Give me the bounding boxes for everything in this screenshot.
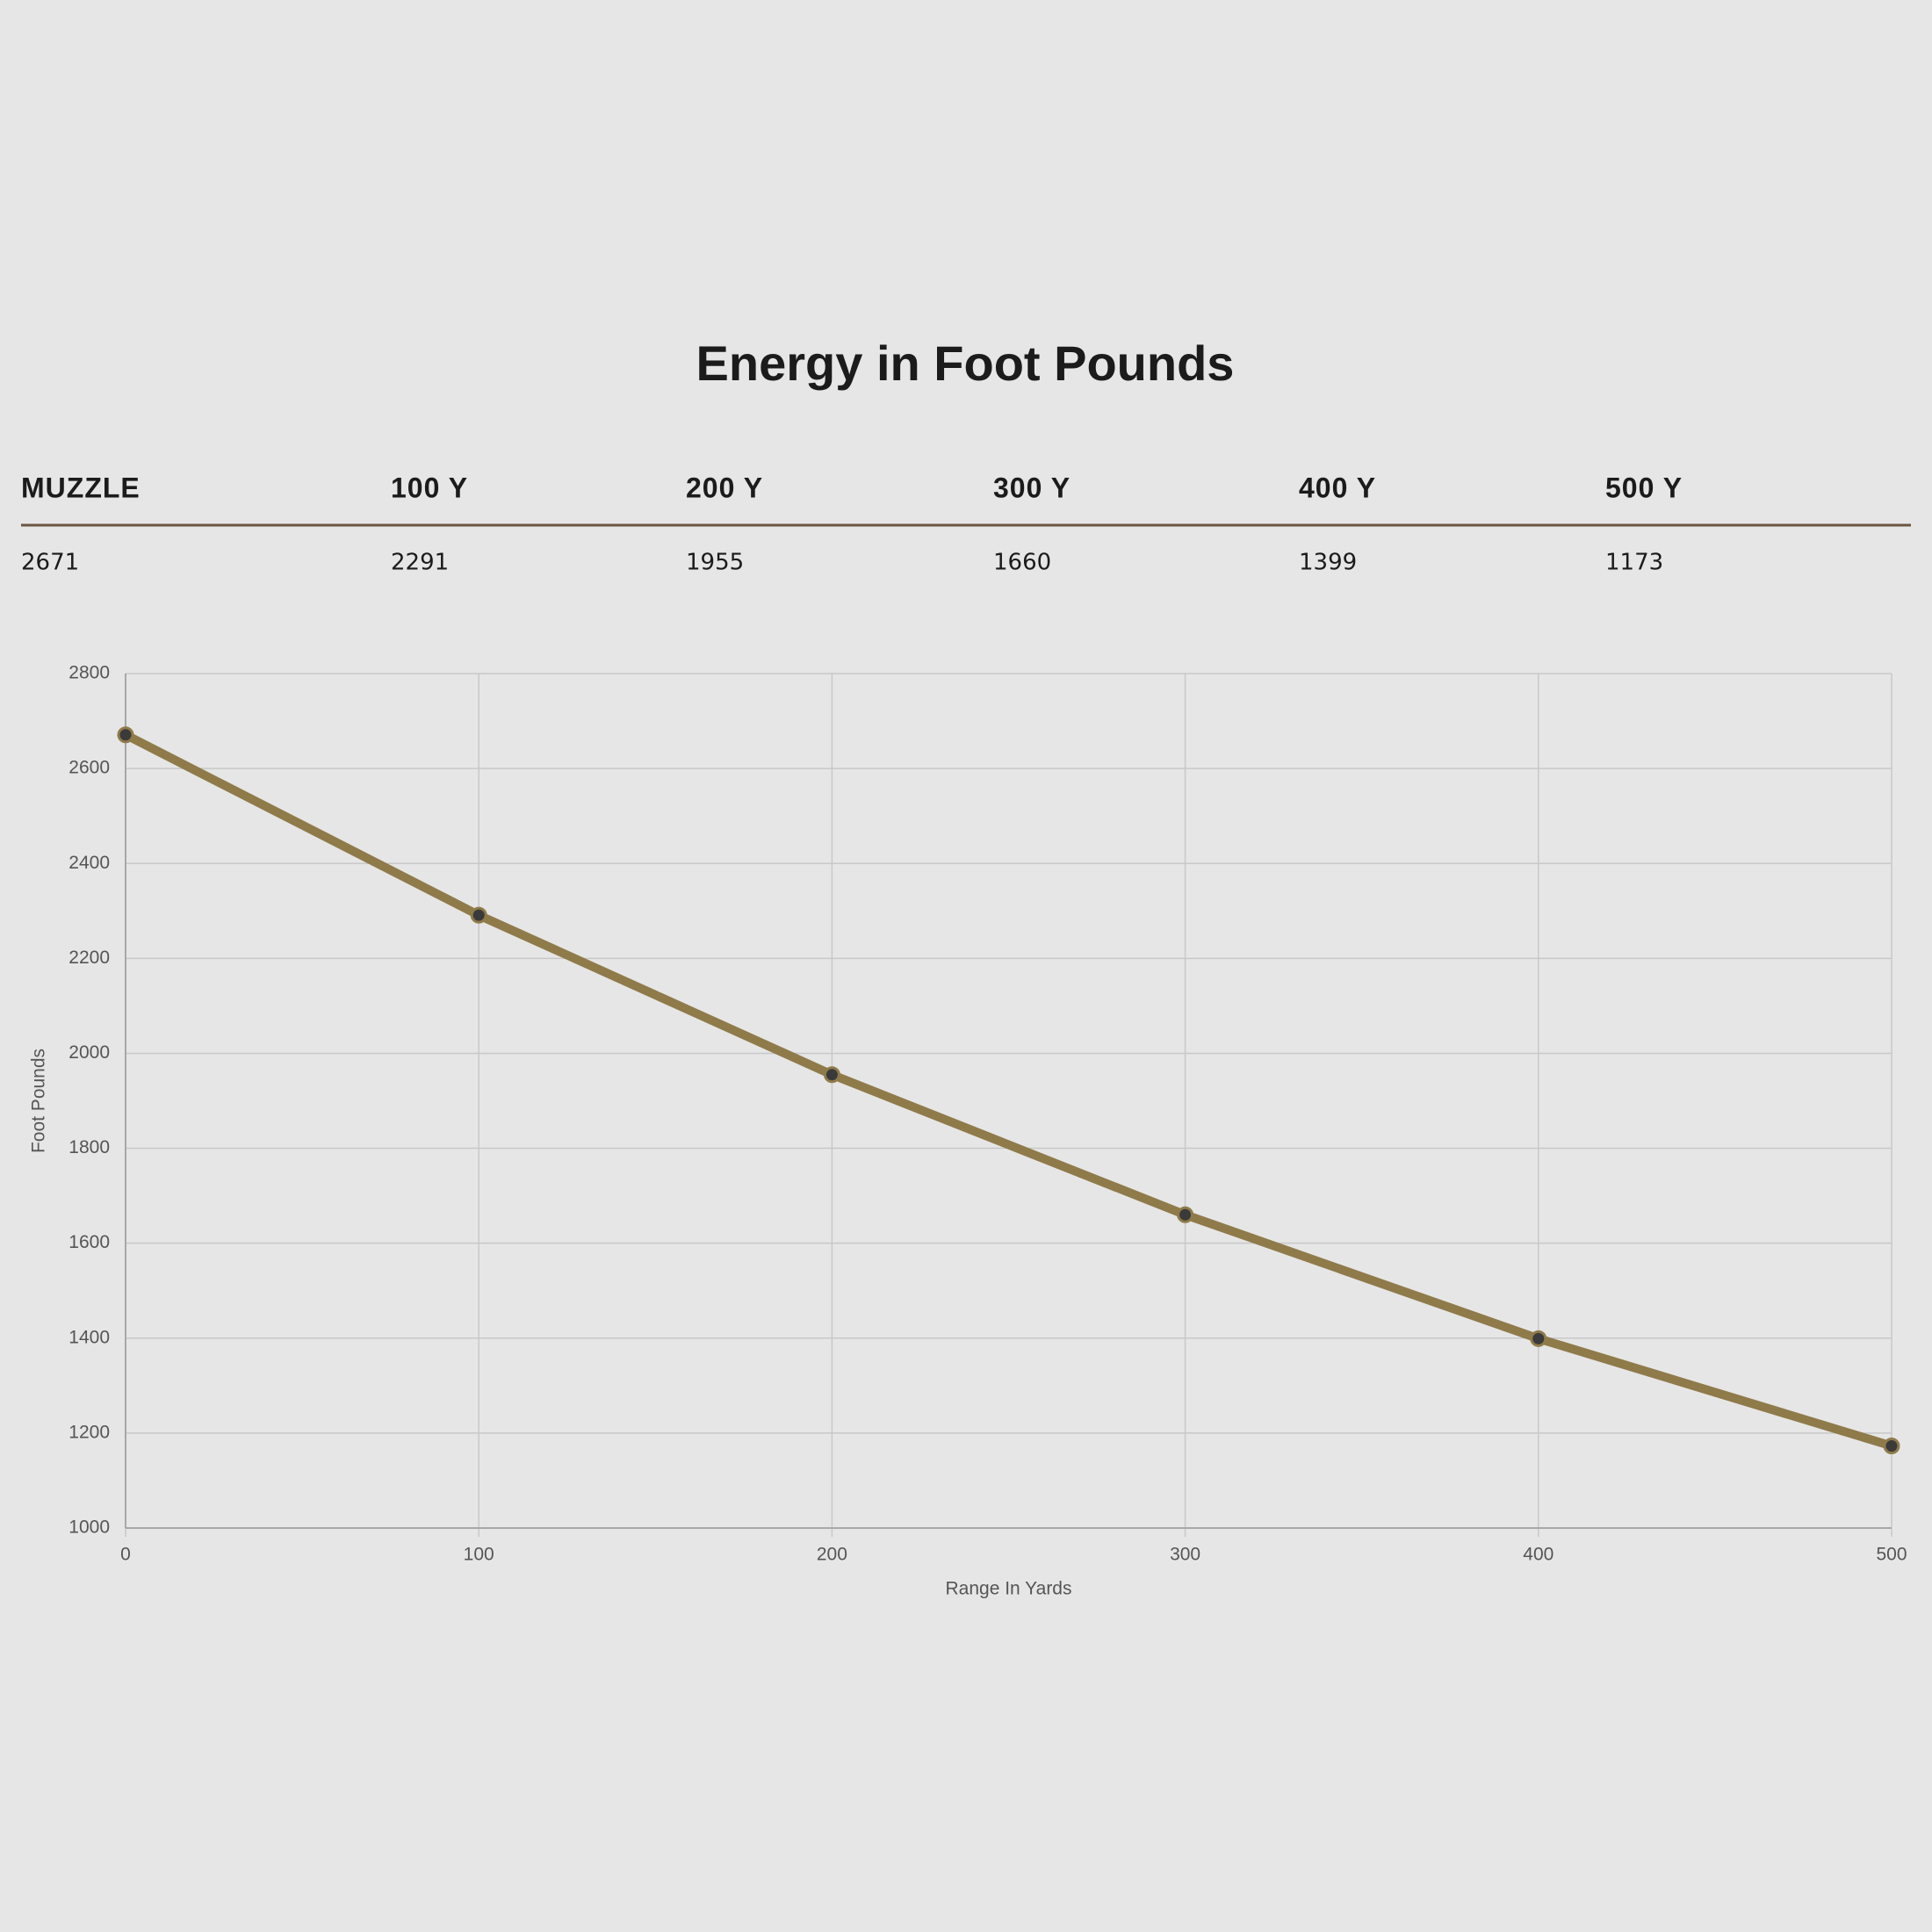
table: MUZZLE 2671 100 Y 2291 200 Y 1955 300 Y 1660 400… (21, 472, 1683, 576)
table-cell: 2671 (21, 550, 79, 576)
y-tick-label: 2000 (68, 1042, 110, 1063)
x-tick-label: 0 (120, 1545, 131, 1565)
table-cell: 1660 (993, 550, 1051, 576)
data-point (823, 1066, 840, 1084)
x-tick-label: 400 (1523, 1545, 1554, 1565)
x-axis-label: Range In Yards (946, 1579, 1072, 1599)
chart: 1000120014001600180020002200240026002800… (29, 663, 1907, 1599)
page-title: Energy in Foot Pounds (696, 335, 1235, 391)
y-tick-label: 2200 (68, 948, 110, 968)
y-tick-label: 1000 (68, 1517, 110, 1538)
x-tick-label: 100 (464, 1545, 494, 1565)
data-point (1883, 1437, 1900, 1454)
table-header: MUZZLE (21, 472, 141, 503)
table-header: 400 Y (1299, 472, 1376, 503)
data-line (121, 730, 1896, 1451)
x-tick-label: 200 (817, 1545, 847, 1565)
y-axis-label: Foot Pounds (29, 1049, 49, 1153)
x-tick-label: 500 (1876, 1545, 1907, 1565)
table-cell: 2291 (391, 550, 449, 576)
y-tick-label: 1600 (68, 1232, 110, 1252)
y-tick-label: 1400 (68, 1327, 110, 1347)
y-tick-label: 2400 (68, 853, 110, 873)
y-tick-label: 2800 (68, 663, 110, 683)
table-cell: 1173 (1605, 550, 1663, 576)
table-cell: 1399 (1299, 550, 1357, 576)
data-point (1530, 1330, 1547, 1347)
data-point (470, 906, 487, 924)
data-point (117, 726, 134, 744)
table-header: 200 Y (686, 472, 763, 503)
y-tick-label: 2600 (68, 758, 110, 778)
y-tick-label: 1200 (68, 1422, 110, 1442)
data-point (1177, 1206, 1194, 1223)
table-header: 500 Y (1605, 472, 1683, 503)
y-tick-label: 1800 (68, 1137, 110, 1157)
table-cell: 1955 (686, 550, 744, 576)
x-tick-label: 300 (1170, 1545, 1200, 1565)
table-header: 100 Y (391, 472, 468, 503)
table-header: 300 Y (993, 472, 1071, 503)
